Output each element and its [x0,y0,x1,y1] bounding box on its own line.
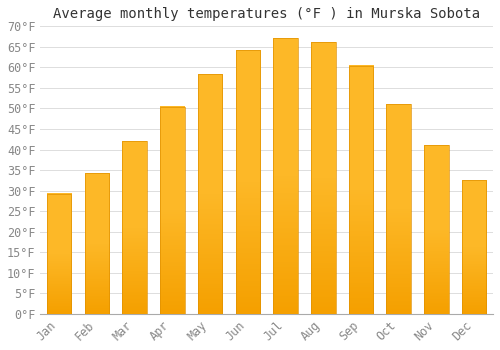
Bar [236,50,260,314]
Bar [348,66,374,314]
Bar [160,107,184,314]
Bar [47,194,72,314]
Bar [462,180,486,314]
Bar [424,146,448,314]
Title: Average monthly temperatures (°F ) in Murska Sobota: Average monthly temperatures (°F ) in Mu… [53,7,480,21]
Bar [198,74,222,314]
Bar [274,38,298,314]
Bar [311,42,336,314]
Bar [84,173,109,314]
Bar [386,104,411,314]
Bar [122,141,147,314]
